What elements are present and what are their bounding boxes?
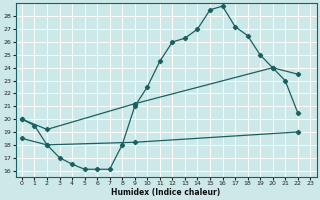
X-axis label: Humidex (Indice chaleur): Humidex (Indice chaleur): [111, 188, 221, 197]
